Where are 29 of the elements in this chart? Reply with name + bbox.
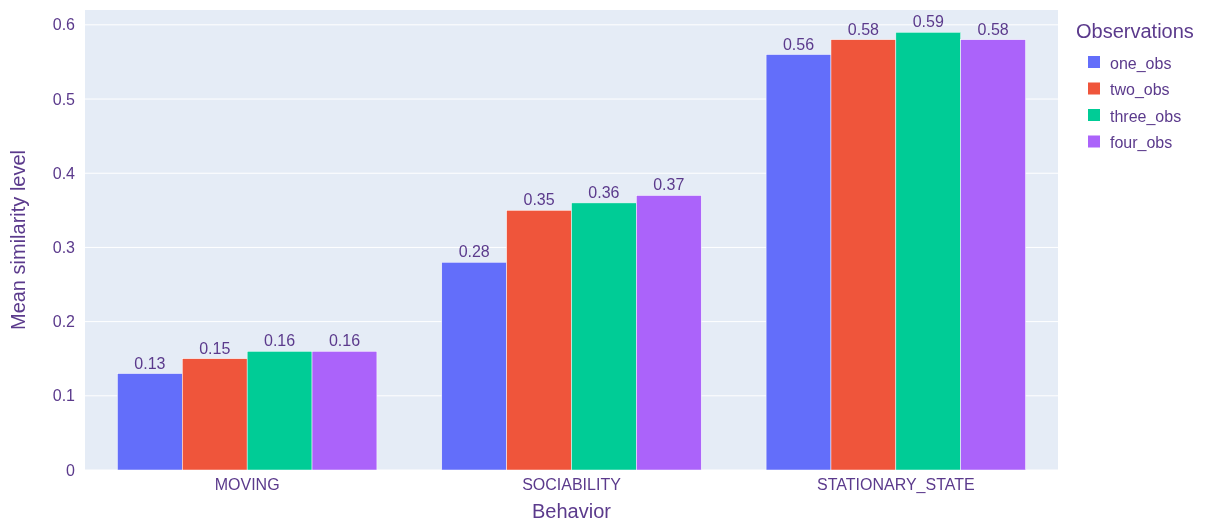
legend-label: three_obs [1110,107,1182,126]
data-label: 0.16 [328,332,361,350]
y-tick-label: 0.6 [52,16,76,34]
y-tick-label: 0.4 [52,164,76,182]
y-axis-title: Mean similarity level [7,149,29,331]
data-label: 0.59 [912,13,944,31]
data-label: 0.13 [134,354,166,372]
data-label: 0.58 [847,20,880,38]
data-label: 0.28 [458,243,490,261]
y-tick-label: 0.2 [52,313,76,331]
x-tick-label: STATIONARY_STATE [817,476,975,494]
x-tick-label: SOCIABILITY [522,476,622,493]
y-tick-label: 0.5 [52,90,76,108]
legend-label: four_obs [1110,134,1173,153]
data-label: 0.35 [523,191,555,209]
y-tick-label: 0.1 [52,387,76,405]
data-label: 0.15 [199,339,231,357]
data-label: 0.36 [588,183,620,201]
legend-label: one_obs [1110,54,1172,73]
x-tick-label: MOVING [214,476,280,493]
data-label: 0.58 [977,20,1009,38]
x-axis-title: Behavior [532,500,612,522]
data-label: 0.56 [782,35,815,53]
legend-label: two_obs [1110,81,1170,100]
legend-title: Observations [1076,20,1194,42]
y-tick-label: 0.3 [52,239,76,257]
data-label: 0.37 [653,176,685,194]
data-label: 0.16 [264,332,296,350]
y-tick-label: 0 [66,461,76,479]
